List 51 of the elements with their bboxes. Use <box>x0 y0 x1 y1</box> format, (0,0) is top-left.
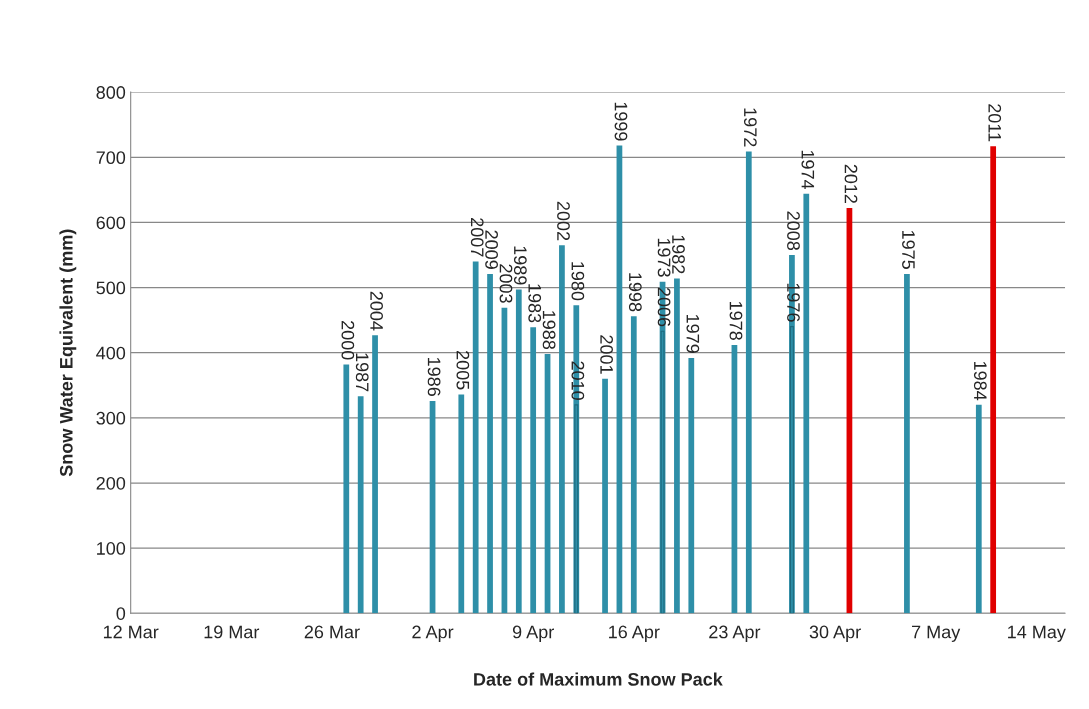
x-tick-label: 12 Mar <box>103 625 159 639</box>
x-tick-label: 23 Apr <box>709 625 761 642</box>
annotation: 1974 <box>801 150 815 190</box>
y-tick-label: 0 <box>116 607 126 621</box>
annotation: 1987 <box>355 353 369 392</box>
x-tick-label: 2 Apr <box>412 625 454 642</box>
y-tick-label: 700 <box>96 151 126 165</box>
annotation: 1986 <box>427 357 441 396</box>
annotation: 2002 <box>557 201 570 241</box>
annotation: 1982 <box>672 235 685 274</box>
annotation: 1973 <box>657 238 671 277</box>
annotation: 2009 <box>485 230 498 269</box>
annotation: 2008 <box>787 211 800 251</box>
y-tick-label: 600 <box>96 216 126 230</box>
annotation: 2005 <box>456 351 470 390</box>
y-tick-label: 800 <box>96 86 126 99</box>
y-tick-label: 200 <box>96 476 126 490</box>
x-axis-title: Date of Maximum Snow Pack <box>474 672 723 686</box>
annotation: 1984 <box>973 361 987 401</box>
annotation: 2010 <box>571 361 585 400</box>
y-axis-title: Snow Water Equivalent (mm) <box>59 229 77 477</box>
annotation: 1988 <box>542 311 556 350</box>
annotation: 1989 <box>513 246 527 285</box>
annotation: 2004 <box>370 291 383 331</box>
annotation: 2000 <box>341 321 355 360</box>
annotation: 1976 <box>787 283 800 322</box>
annotation: 1998 <box>628 273 642 312</box>
annotation: 2003 <box>499 264 513 303</box>
y-tick-label: 500 <box>96 281 126 295</box>
x-tick-label: 30 Apr <box>809 625 861 642</box>
annotation: 2001 <box>600 335 613 374</box>
x-tick-label: 9 Apr <box>512 625 554 642</box>
annotation: 2007 <box>470 218 484 257</box>
annotation: 1975 <box>902 230 915 269</box>
x-tick-label: 7 May <box>912 625 961 642</box>
annotation: 2012 <box>844 164 858 204</box>
y-tick-label: 400 <box>96 346 126 360</box>
y-tick-label: 300 <box>96 411 126 425</box>
x-tick-label: 26 Mar <box>304 625 360 639</box>
annotation: 1999 <box>614 102 628 141</box>
annotation: 2006 <box>657 287 671 327</box>
annotation: 2011 <box>988 104 1002 142</box>
x-tick-label: 19 Mar <box>204 625 260 639</box>
annotation: 1972 <box>743 108 757 147</box>
annotation: 1979 <box>686 314 700 353</box>
x-tick-label: 14 May <box>1008 625 1066 642</box>
annotation: 1983 <box>528 284 542 323</box>
annotation: 1978 <box>729 301 743 340</box>
x-tick-label: 16 Apr <box>609 625 660 642</box>
y-tick-label: 100 <box>97 542 126 555</box>
annotation: 1980 <box>571 262 585 301</box>
